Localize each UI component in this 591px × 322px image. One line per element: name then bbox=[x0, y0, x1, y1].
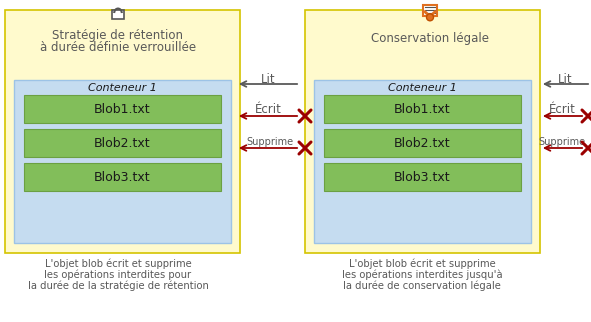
Text: Écrit: Écrit bbox=[548, 102, 576, 116]
Text: L'objet blob écrit et supprime: L'objet blob écrit et supprime bbox=[45, 259, 191, 269]
Text: Conteneur 1: Conteneur 1 bbox=[87, 83, 157, 93]
Bar bbox=[305, 10, 540, 253]
Text: L'objet blob écrit et supprime: L'objet blob écrit et supprime bbox=[349, 259, 495, 269]
Text: Blob1.txt: Blob1.txt bbox=[94, 102, 151, 116]
Bar bbox=[14, 80, 231, 243]
Text: Lit: Lit bbox=[261, 72, 275, 86]
Text: les opérations interdites jusqu'à: les opérations interdites jusqu'à bbox=[342, 270, 502, 280]
Text: la durée de la stratégie de rétention: la durée de la stratégie de rétention bbox=[28, 281, 209, 291]
Bar bbox=[324, 163, 521, 191]
Bar bbox=[24, 95, 221, 123]
Bar bbox=[324, 129, 521, 157]
Text: Stratégie de rétention: Stratégie de rétention bbox=[53, 29, 183, 42]
Text: à durée définie verrouillée: à durée définie verrouillée bbox=[40, 41, 196, 53]
Text: la durée de conservation légale: la durée de conservation légale bbox=[343, 281, 501, 291]
Text: Blob1.txt: Blob1.txt bbox=[394, 102, 451, 116]
Text: Blob2.txt: Blob2.txt bbox=[94, 137, 151, 149]
Text: Lit: Lit bbox=[558, 72, 572, 86]
FancyBboxPatch shape bbox=[423, 5, 437, 16]
Text: Supprime: Supprime bbox=[246, 137, 294, 147]
Text: Conteneur 1: Conteneur 1 bbox=[388, 83, 456, 93]
Bar bbox=[5, 10, 240, 253]
Bar bbox=[24, 163, 221, 191]
Text: Conservation légale: Conservation légale bbox=[371, 32, 489, 44]
Bar bbox=[112, 10, 124, 19]
Text: Blob3.txt: Blob3.txt bbox=[94, 171, 151, 184]
Text: Supprime: Supprime bbox=[538, 137, 586, 147]
Circle shape bbox=[427, 14, 434, 21]
Bar bbox=[324, 95, 521, 123]
Bar bbox=[24, 129, 221, 157]
Bar bbox=[314, 80, 531, 243]
Text: Blob3.txt: Blob3.txt bbox=[394, 171, 451, 184]
Text: Écrit: Écrit bbox=[255, 102, 281, 116]
Text: les opérations interdites pour: les opérations interdites pour bbox=[44, 270, 191, 280]
Text: Blob2.txt: Blob2.txt bbox=[394, 137, 451, 149]
